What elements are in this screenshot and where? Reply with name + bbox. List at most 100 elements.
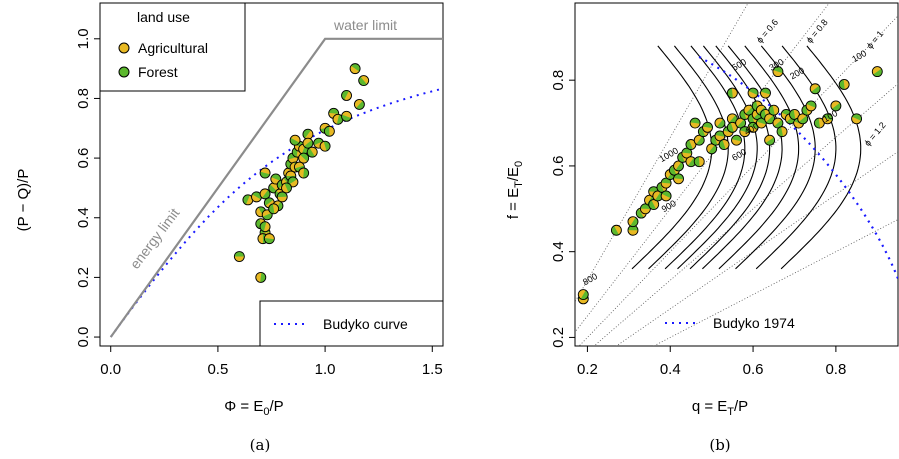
contour-line <box>718 45 800 270</box>
data-point <box>281 182 292 194</box>
phi-label: ϕ = 0.8 <box>804 17 830 45</box>
data-point <box>805 100 817 112</box>
data-point <box>706 143 718 155</box>
contour-label: 900 <box>660 198 678 214</box>
contour-line <box>677 45 758 270</box>
data-point <box>652 190 664 202</box>
data-point <box>251 191 262 203</box>
y-axis-label-a: (P − Q)/P <box>15 169 32 232</box>
data-point <box>660 177 672 189</box>
x-tick-label: 0.2 <box>577 361 598 378</box>
data-point <box>639 203 651 215</box>
contour-line <box>689 45 771 270</box>
contour-line <box>735 45 816 270</box>
data-point <box>627 216 639 228</box>
data-point <box>298 152 310 164</box>
data-point <box>341 90 352 101</box>
y-tick-label: 0.4 <box>75 207 92 228</box>
x-tick-label: 0.4 <box>660 361 681 378</box>
data-point <box>648 199 660 210</box>
phi-label: ϕ = 1.2 <box>862 120 888 148</box>
data-point <box>726 87 738 99</box>
contour-line <box>780 45 862 270</box>
legend-forest-marker <box>118 66 130 78</box>
data-point <box>268 203 280 215</box>
y-tick-label: 0.2 <box>550 327 567 348</box>
x-tick-label: 0.0 <box>100 361 121 378</box>
y-tick-label: 0.2 <box>75 267 92 288</box>
data-point <box>255 271 267 283</box>
data-point <box>349 63 361 75</box>
contour-label: 600 <box>730 147 748 163</box>
phi-line <box>575 3 830 333</box>
data-point <box>851 113 863 125</box>
data-point <box>233 251 245 262</box>
data-point <box>702 121 713 133</box>
caption-a: (a) <box>250 436 271 454</box>
contour-line <box>755 45 837 270</box>
data-point <box>610 224 622 236</box>
budyko-legend-a: Budyko curve <box>259 300 444 347</box>
y-tick-label: 0.4 <box>550 241 567 262</box>
y-tick-label: 0.6 <box>75 148 92 169</box>
data-point <box>822 113 834 125</box>
data-point <box>341 110 352 122</box>
data-point <box>764 134 776 146</box>
x-axis-label-b: q = ET/P <box>692 398 748 418</box>
panel-a: 0.0 0.2 0.4 0.6 0.8 1.0 0.0 0.5 1.0 1.5 energy l… <box>15 2 444 454</box>
contour-label: 800 <box>581 271 599 287</box>
water-limit-label: water limit <box>333 17 397 33</box>
data-point <box>714 117 726 129</box>
budyko-legend-label-b: Budyko 1974 <box>713 315 795 331</box>
data-point <box>302 128 314 140</box>
data-point <box>289 134 301 146</box>
panel-b: 0.2 0.4 0.6 0.8 0.2 0.4 0.6 0.8 ϕ = 0.6 ϕ = 0.8… <box>505 2 899 454</box>
x-axis-label-a: Φ = E0/P <box>224 398 283 418</box>
x-tick-label: 1.0 <box>315 361 336 378</box>
contour-line <box>631 45 713 270</box>
data-point <box>747 87 759 99</box>
data-point <box>242 194 254 206</box>
data-point <box>681 147 693 159</box>
x-tick-label: 0.8 <box>825 361 846 378</box>
legend-title: land use <box>137 9 190 25</box>
phi-line <box>593 83 898 346</box>
data-point <box>718 139 730 150</box>
phi-line <box>578 15 898 346</box>
data-point <box>577 289 589 300</box>
contour-label: 100 <box>850 48 868 64</box>
data-point <box>871 66 883 78</box>
phi-line <box>652 219 898 346</box>
data-point <box>797 113 809 125</box>
y-tick-label: 1.0 <box>75 28 92 49</box>
data-point <box>298 167 310 179</box>
data-point <box>685 156 697 168</box>
y-tick-label: 0.8 <box>75 88 92 109</box>
phi-line <box>575 3 749 303</box>
phi-label: ϕ = 0.6 <box>755 17 781 45</box>
data-point <box>772 117 784 129</box>
budyko-legend-b: Budyko 1974 <box>665 315 795 331</box>
data-point <box>673 160 684 172</box>
legend-agricultural-marker <box>118 42 130 54</box>
contour-line <box>664 45 746 270</box>
contour-line <box>648 45 729 270</box>
energy-limit-label: energy limit <box>127 205 183 272</box>
budyko-legend-box-a <box>259 300 444 347</box>
data-point <box>813 117 825 129</box>
land-use-legend: land use Agricultural Forest <box>99 2 246 92</box>
data-point <box>673 173 684 185</box>
data-point <box>358 75 370 86</box>
data-point <box>760 87 771 99</box>
limit-line <box>109 37 443 338</box>
data-point <box>306 146 318 158</box>
data-point <box>323 125 335 137</box>
data-point <box>731 134 742 146</box>
caption-b: (b) <box>709 436 730 454</box>
data-point <box>693 134 705 146</box>
data-point <box>830 100 842 112</box>
legend-forest-label: Forest <box>138 64 178 80</box>
data-point <box>764 113 776 125</box>
data-point <box>809 83 821 95</box>
